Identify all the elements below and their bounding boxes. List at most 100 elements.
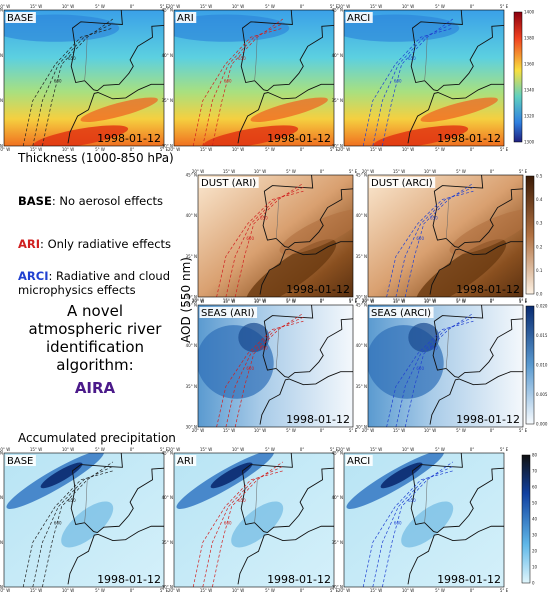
contour-label: 600 <box>224 79 232 84</box>
colorbar-tick-label: 0.010 <box>536 363 548 368</box>
lon-tick-label: 5° W <box>95 4 105 9</box>
lon-tick-label: 5° W <box>265 4 275 9</box>
lon-tick-label: 5° E <box>519 169 528 174</box>
lat-tick-label: 40° N <box>162 495 173 500</box>
contour-label: 650 <box>408 498 416 503</box>
lon-tick-label: 15° W <box>223 428 235 433</box>
lat-tick-label: 35° N <box>0 540 3 545</box>
lat-tick-label: 40° N <box>162 53 173 58</box>
colorbar-tick-label: 70 <box>532 469 538 474</box>
lat-tick-label: 30° N <box>162 585 173 590</box>
lat-tick-label: 35° N <box>356 384 367 389</box>
contour-label: 650 <box>68 56 76 61</box>
ar-contour <box>386 320 474 427</box>
lon-tick-label: 15° W <box>223 298 235 303</box>
label-box <box>5 455 36 466</box>
border <box>424 479 428 523</box>
lat-tick-label: 45° N <box>186 303 197 308</box>
lon-tick-label: 0° <box>130 4 135 9</box>
lon-tick-label: 5° E <box>519 298 528 303</box>
field-blob <box>231 501 284 548</box>
panel-date: 1998-01-12 <box>267 573 331 586</box>
border <box>254 37 258 81</box>
lon-tick-label: 20° W <box>168 588 180 593</box>
lon-tick-label: 15° W <box>370 447 382 452</box>
panel-date: 1998-01-12 <box>437 132 501 145</box>
lon-tick-label: 15° W <box>30 147 42 152</box>
field-blob <box>415 239 507 297</box>
lon-tick-label: 0° <box>490 298 495 303</box>
lat-tick-label: 35° N <box>332 98 343 103</box>
ar-contour <box>372 23 453 146</box>
lon-tick-label: 5° W <box>286 298 296 303</box>
lon-tick-label: 10° W <box>402 588 414 593</box>
ar-contour <box>225 316 304 427</box>
coastline <box>407 525 504 585</box>
lon-tick-label: 5° W <box>456 299 466 304</box>
lon-tick-label: 5° E <box>160 147 169 152</box>
map: 600 650 <box>368 175 523 297</box>
map: 600 650 <box>4 453 164 587</box>
label-box <box>175 455 197 466</box>
lon-tick-label: 5° W <box>286 299 296 304</box>
border <box>254 479 258 523</box>
lon-tick-label: 20° W <box>192 169 204 174</box>
map-frame <box>367 304 524 428</box>
contour-label: 600 <box>394 79 402 84</box>
lon-tick-label: 20° W <box>338 147 350 152</box>
contour-label: 600 <box>54 79 62 84</box>
ar-contour <box>216 320 304 427</box>
legend-entry: ARI: Only radiative effects <box>18 237 171 251</box>
lon-tick-label: 5° E <box>160 588 169 593</box>
section-title: Accumulated precipitation <box>18 431 176 445</box>
map-frame <box>3 9 165 147</box>
ar-contour <box>362 470 453 587</box>
lat-tick-label: 30° N <box>332 585 343 590</box>
panel-date: 1998-01-12 <box>97 573 161 586</box>
lon-tick-label: 15° W <box>370 588 382 593</box>
colorbar <box>525 305 535 425</box>
lon-tick-label: 5° W <box>435 147 445 152</box>
legend-key: BASE <box>18 194 52 208</box>
legend-entry: BASE: No aerosol effects <box>18 194 163 208</box>
lon-tick-label: 15° W <box>223 299 235 304</box>
colorbar-tick-label: 1380 <box>524 36 535 41</box>
lat-tick-label: 35° N <box>162 98 173 103</box>
map: 600 650 <box>368 305 523 427</box>
lat-tick-label: 30° N <box>332 144 343 149</box>
lon-tick-label: 5° E <box>349 428 358 433</box>
lon-tick-label: 10° W <box>402 4 414 9</box>
ar-contour <box>382 18 454 146</box>
colorbar-tick-label: 0.2 <box>536 244 543 249</box>
panel-label: ARCI <box>347 456 370 467</box>
panel-date: 1998-01-12 <box>286 283 350 296</box>
map-frame <box>197 174 354 298</box>
lon-tick-label: 5° W <box>435 447 445 452</box>
ar-contour <box>395 316 474 427</box>
label-box <box>175 12 197 23</box>
lon-tick-label: 5° E <box>160 4 169 9</box>
lon-tick-label: 5° E <box>160 447 169 452</box>
colorbar-tick-label: 1360 <box>524 62 535 67</box>
lon-tick-label: 15° W <box>200 147 212 152</box>
field-blob <box>33 125 129 146</box>
panel-label: BASE <box>7 13 33 24</box>
map: 600 650 <box>174 453 334 587</box>
ar-contour <box>234 312 304 427</box>
field-blob <box>210 462 253 489</box>
coastline <box>237 525 334 585</box>
panel-date: 1998-01-12 <box>267 132 331 145</box>
panel-date: 1998-01-12 <box>456 283 520 296</box>
lon-tick-label: 10° W <box>254 428 266 433</box>
ar-contour <box>42 461 114 587</box>
colorbar-tick-label: 0.005 <box>536 392 548 397</box>
border <box>275 329 279 369</box>
label-box <box>345 12 373 23</box>
field-blob <box>203 125 299 146</box>
lon-tick-label: 0° <box>490 169 495 174</box>
lon-tick-label: 10° W <box>254 169 266 174</box>
coastline <box>262 175 353 248</box>
lon-tick-label: 15° W <box>200 447 212 452</box>
lon-tick-label: 5° E <box>349 169 358 174</box>
lon-tick-label: 20° W <box>0 147 10 152</box>
